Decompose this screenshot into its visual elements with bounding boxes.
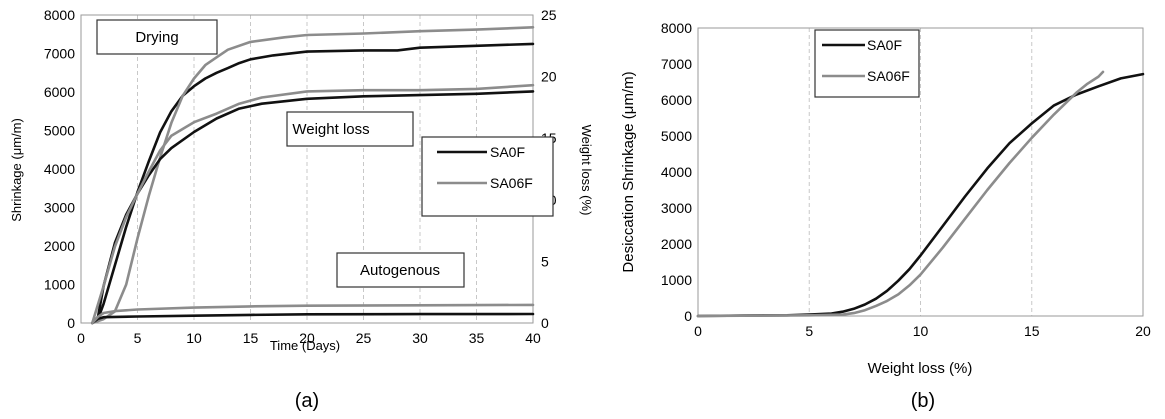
chart-a-y2-tick: 5	[541, 253, 549, 269]
chart-a-x-tick-labels: 0 5 10 15 20 25 30 35 40	[77, 330, 541, 346]
chart-b-legend: SA0F SA06F	[814, 29, 920, 98]
chart-a-x-tick: 15	[243, 330, 259, 346]
chart-a-x-tick: 20	[299, 330, 315, 346]
chart-a-y-tick: 0	[67, 315, 75, 331]
chart-b-x-tick: 15	[1024, 323, 1040, 339]
annotation-drying-label: Drying	[135, 29, 178, 46]
chart-b-y-tick: 5000	[661, 128, 692, 144]
chart-a-series	[91, 26, 535, 325]
chart-a-x-tick: 40	[525, 330, 541, 346]
chart-a-x-tick: 10	[186, 330, 202, 346]
chart-a-ylabel: Shrinkage (μm/m)	[9, 118, 24, 222]
chart-a-x-tick: 25	[356, 330, 372, 346]
chart-b-ylabel: Desiccation Shrinkage (μm/m)	[620, 71, 637, 272]
chart-a-x-tick: 30	[412, 330, 428, 346]
chart-b-series-line-sa06f	[696, 70, 1105, 318]
chart-a-y2-tick: 20	[541, 69, 557, 85]
chart-a-y2label: Weight loss (%)	[579, 125, 594, 216]
chart-b: 0 1000 2000 3000 4000 5000 6000 7000 8000 0 5 10 15…	[620, 20, 1151, 412]
chart-b-x-tick-labels: 0 5 10 15 20	[694, 323, 1151, 339]
chart-a-x-tick: 35	[469, 330, 485, 346]
chart-a-y2-tick: 0	[541, 315, 549, 331]
chart-b-y-tick: 6000	[661, 92, 692, 108]
chart-a-series-line-autogenous-sa0f	[91, 312, 535, 325]
chart-b-x-tick: 0	[694, 323, 702, 339]
chart-a: 0 1000 2000 3000 4000 5000 6000 7000 8000 0 5 10 15…	[9, 7, 594, 412]
chart-a-y-tick-labels: 0 1000 2000 3000 4000 5000 6000 7000 8000	[44, 7, 75, 331]
chart-a-y2-tick: 25	[541, 7, 557, 23]
chart-a-series-line-weight-loss-sa06f	[91, 83, 535, 325]
chart-a-y-tick: 5000	[44, 123, 75, 139]
chart-a-y-tick: 3000	[44, 200, 75, 216]
chart-b-y-tick: 1000	[661, 272, 692, 288]
chart-b-panel-label: (b)	[911, 390, 935, 412]
chart-a-legend: SA0F SA06F	[421, 136, 554, 217]
chart-b-y-tick: 3000	[661, 200, 692, 216]
chart-a-y-tick: 7000	[44, 46, 75, 62]
chart-b-y-tick: 4000	[661, 164, 692, 180]
chart-b-plot-frame	[697, 27, 1144, 317]
chart-a-y-tick: 8000	[44, 7, 75, 23]
chart-a-series-line-drying-sa0f	[91, 42, 535, 325]
chart-b-y-tick: 0	[684, 308, 692, 324]
chart-b-y-tick: 8000	[661, 20, 692, 36]
chart-b-series-line-sa0f	[696, 72, 1145, 318]
chart-a-panel-label: (a)	[295, 390, 319, 412]
legend-b-label-sa06f: SA06F	[867, 68, 910, 84]
chart-a-y-tick: 2000	[44, 238, 75, 254]
chart-a-xlabel: Time (Days)	[270, 338, 340, 353]
chart-b-x-tick: 10	[913, 323, 929, 339]
chart-b-series	[696, 70, 1145, 318]
legend-a-label-sa0f: SA0F	[490, 144, 525, 160]
chart-b-y-tick: 7000	[661, 56, 692, 72]
annotation-drying: Drying	[96, 19, 218, 55]
chart-a-series-line-drying-sa06f	[91, 26, 535, 325]
chart-b-xlabel: Weight loss (%)	[868, 360, 973, 377]
annotation-weight-loss-label: Weight loss	[292, 121, 369, 138]
annotation-weight-loss: Weight loss	[286, 111, 414, 147]
annotation-autogenous: Autogenous	[336, 252, 465, 288]
chart-a-x-tick: 0	[77, 330, 85, 346]
chart-a-y-tick: 4000	[44, 161, 75, 177]
chart-b-y-tick: 2000	[661, 236, 692, 252]
chart-a-series-line-autogenous-sa06f	[91, 303, 535, 325]
chart-a-y-tick: 1000	[44, 277, 75, 293]
chart-a-y-tick: 6000	[44, 84, 75, 100]
legend-b-label-sa0f: SA0F	[867, 37, 902, 53]
annotation-autogenous-label: Autogenous	[360, 262, 440, 279]
chart-b-y-tick-labels: 0 1000 2000 3000 4000 5000 6000 7000 8000	[661, 20, 692, 324]
chart-b-x-tick: 5	[805, 323, 813, 339]
chart-b-x-tick: 20	[1135, 323, 1151, 339]
legend-a-label-sa06f: SA06F	[490, 175, 533, 191]
chart-a-x-tick: 5	[134, 330, 142, 346]
